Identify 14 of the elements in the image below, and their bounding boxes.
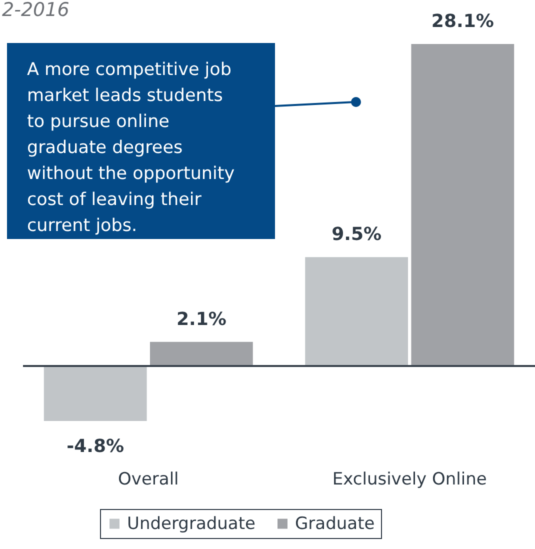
- callout-box: A more competitive job market leads students to pursue online graduate degrees without the opportunity cost of leaving their current jobs.: [7, 43, 275, 239]
- data-label: 2.1%: [176, 308, 226, 330]
- chart-title: 2-2016: [2, 0, 70, 21]
- data-label: 9.5%: [332, 224, 382, 246]
- data-label: 28.1%: [431, 11, 494, 32]
- x-tick-label: Exclusively Online: [332, 470, 487, 490]
- bar: [150, 342, 253, 366]
- data-label: -4.8%: [66, 436, 124, 457]
- bar: [44, 366, 147, 421]
- x-tick-label: Overall: [118, 470, 179, 490]
- legend-label: Undergraduate: [127, 514, 256, 534]
- bar: [411, 44, 514, 366]
- legend-label: Graduate: [295, 514, 375, 534]
- bar: [305, 257, 408, 366]
